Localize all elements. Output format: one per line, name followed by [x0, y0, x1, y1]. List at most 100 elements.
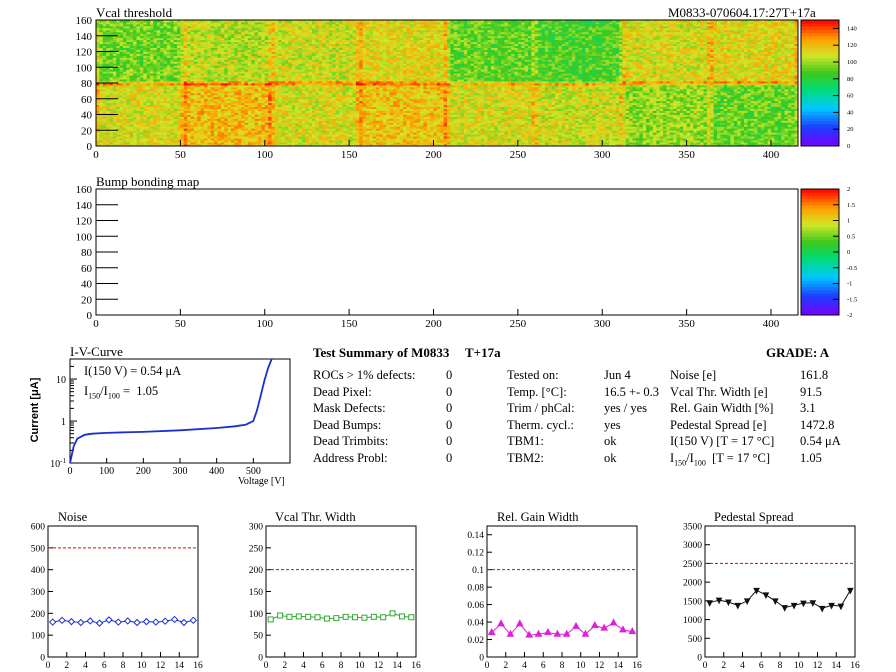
- pixel-cell: [382, 134, 387, 137]
- pixel-cell: [285, 138, 289, 141]
- pixel-cell: [727, 126, 731, 129]
- pixel-cell: [706, 136, 711, 139]
- pixel-cell: [615, 126, 620, 129]
- pixel-cell: [605, 132, 610, 135]
- pixel-cell: [352, 128, 357, 131]
- pixel-cell: [359, 136, 364, 139]
- pixel-cell: [220, 144, 225, 147]
- pixel-cell: [652, 124, 657, 127]
- pixel-cell: [703, 140, 708, 143]
- pixel-cell: [210, 132, 215, 135]
- pixel-cell: [602, 122, 607, 125]
- pixel-cell: [129, 124, 134, 127]
- pixel-cell: [541, 134, 546, 137]
- pixel-cell: [382, 136, 387, 139]
- pixel-cell: [231, 138, 235, 141]
- pixel-cell: [723, 130, 728, 133]
- pixel-cell: [784, 128, 789, 131]
- pixel-cell: [460, 130, 465, 133]
- pixel-cell: [690, 122, 694, 125]
- pixel-cell: [335, 144, 340, 147]
- pixel-cell: [106, 144, 110, 147]
- pixel-cell: [521, 126, 526, 129]
- pixel-cell: [541, 140, 546, 143]
- pixel-cell: [679, 128, 684, 131]
- pixel-cell: [339, 132, 343, 135]
- pixel-cell: [153, 128, 158, 131]
- pixel-cell: [555, 140, 559, 143]
- pixel-cell: [534, 138, 539, 141]
- pixel-cell: [595, 124, 600, 127]
- pixel-cell: [639, 122, 644, 125]
- pixel-cell: [565, 140, 569, 143]
- pixel-cell: [231, 136, 235, 139]
- pixel-cell: [359, 128, 364, 131]
- pixel-cell: [393, 140, 397, 143]
- pixel-cell: [504, 138, 509, 141]
- pixel-cell: [406, 138, 411, 141]
- pixel-cell: [582, 126, 586, 129]
- pixel-cell: [659, 144, 664, 147]
- pixel-cell: [106, 142, 110, 145]
- pixel-cell: [342, 144, 347, 147]
- pixel-cell: [602, 124, 607, 127]
- pixel-cell: [555, 144, 559, 147]
- pixel-cell: [791, 134, 796, 137]
- pixel-cell: [119, 130, 124, 133]
- pixel-cell: [342, 134, 347, 137]
- pixel-cell: [288, 124, 293, 127]
- pixel-cell: [308, 142, 313, 145]
- pixel-cell: [227, 138, 232, 141]
- pixel-cell: [305, 138, 310, 141]
- pixel-cell: [663, 138, 667, 141]
- pixel-cell: [730, 134, 735, 137]
- pixel-cell: [295, 142, 299, 145]
- pixel-cell: [760, 140, 765, 143]
- pixel-cell: [504, 142, 509, 145]
- pixel-cell: [676, 132, 681, 135]
- pixel-cell: [288, 140, 293, 143]
- pixel-cell: [666, 128, 671, 131]
- pixel-cell: [747, 126, 752, 129]
- pixel-cell: [352, 132, 357, 135]
- pixel-cell: [764, 138, 769, 141]
- pixel-cell: [652, 142, 657, 145]
- pixel-cell: [703, 130, 708, 133]
- pixel-cell: [696, 128, 701, 131]
- pixel-cell: [214, 130, 218, 133]
- pixel-cell: [467, 140, 472, 143]
- pixel-cell: [315, 134, 320, 137]
- pixel-cell: [676, 130, 681, 133]
- pixel-cell: [450, 132, 455, 135]
- pixel-cell: [376, 132, 380, 135]
- pixel-cell: [409, 134, 414, 137]
- pixel-cell: [285, 130, 289, 133]
- pixel-cell: [544, 128, 549, 131]
- pixel-cell: [497, 134, 502, 137]
- pixel-cell: [112, 130, 117, 133]
- pixel-cell: [126, 126, 131, 129]
- pixel-cell: [764, 124, 769, 127]
- pixel-cell: [251, 126, 256, 129]
- pixel-cell: [777, 132, 782, 135]
- pixel-cell: [193, 144, 198, 147]
- pixel-cell: [200, 132, 205, 135]
- pixel-cell: [406, 126, 411, 129]
- pixel-cell: [548, 122, 553, 125]
- pixel-cell: [585, 142, 590, 145]
- pixel-cell: [480, 138, 485, 141]
- pixel-cell: [325, 132, 330, 135]
- pixel-cell: [639, 142, 644, 145]
- pixel-cell: [679, 136, 684, 139]
- pixel-cell: [757, 136, 762, 139]
- pixel-cell: [423, 136, 428, 139]
- pixel-cell: [521, 134, 526, 137]
- pixel-cell: [750, 126, 755, 129]
- pixel-cell: [757, 132, 762, 135]
- pixel-cell: [116, 140, 121, 143]
- pixel-cell: [717, 138, 721, 141]
- pixel-cell: [578, 134, 583, 137]
- pixel-cell: [538, 126, 542, 129]
- pixel-cell: [362, 132, 367, 135]
- pixel-cell: [538, 130, 542, 133]
